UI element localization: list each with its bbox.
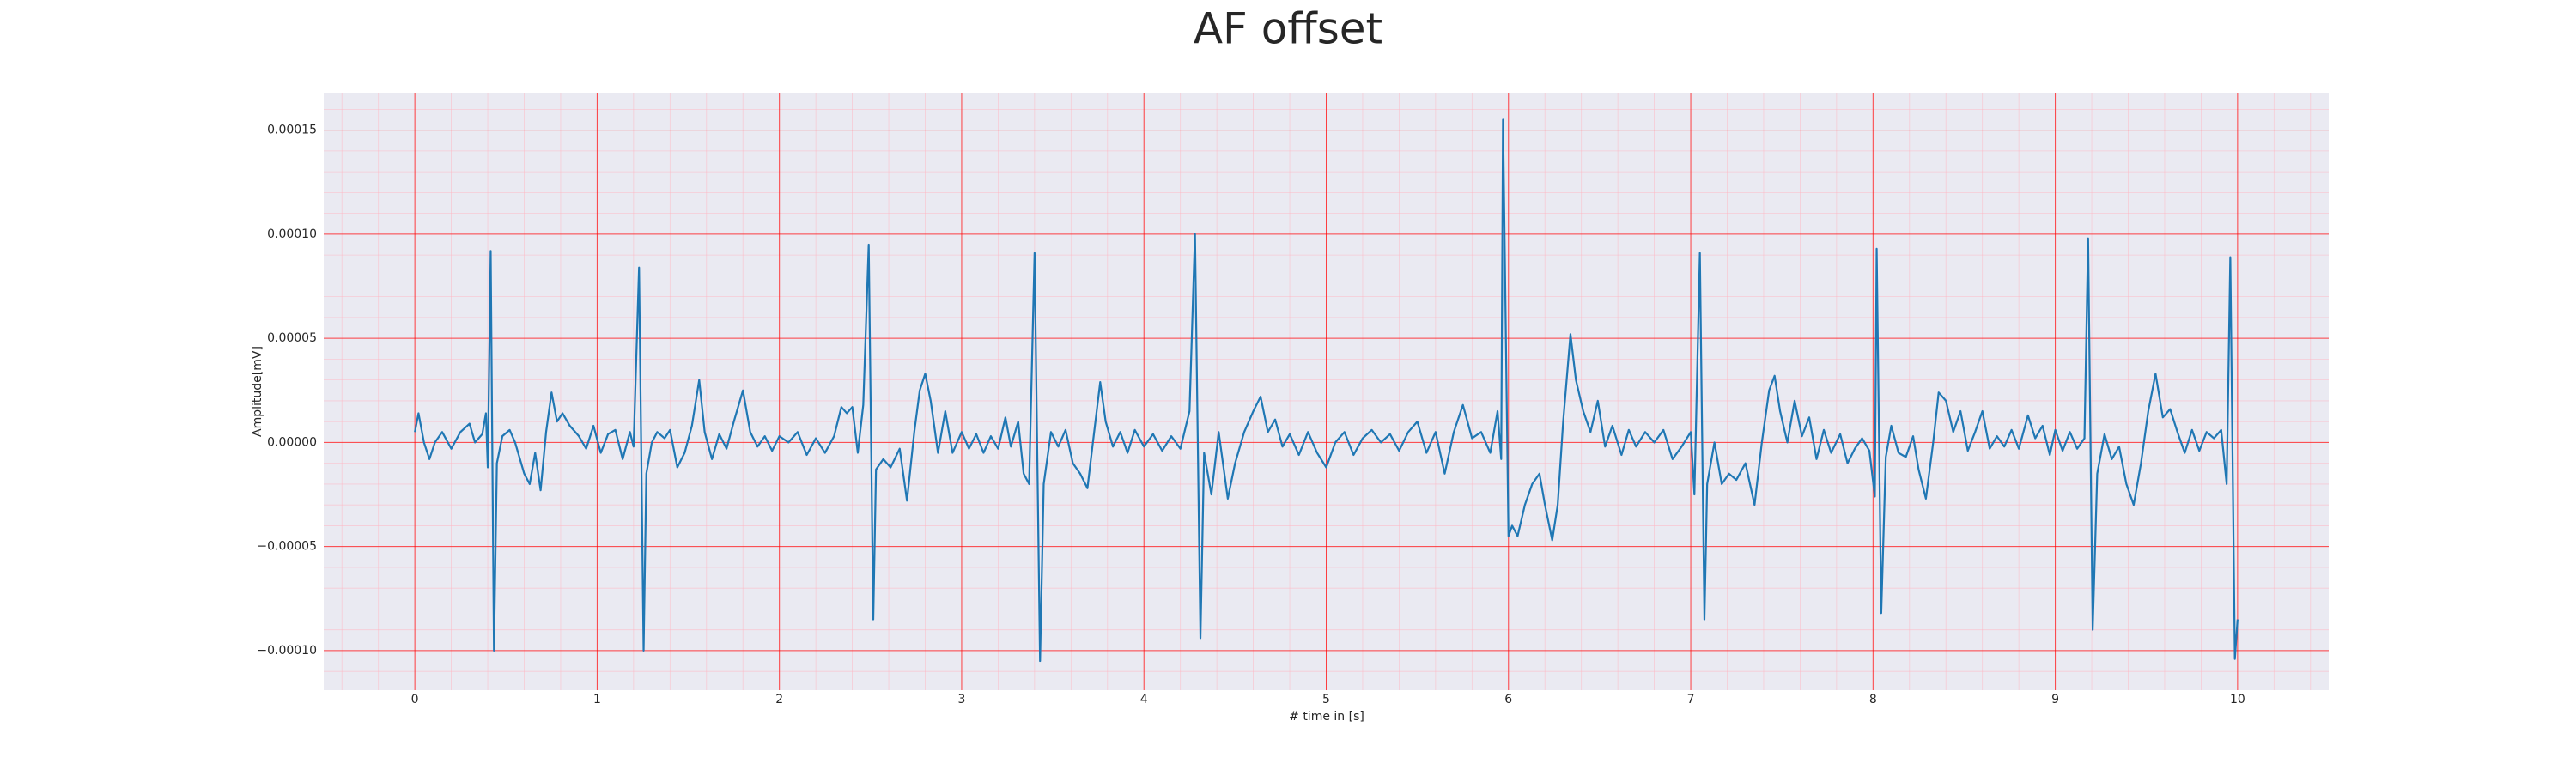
y-tick-label: 0.00015 xyxy=(267,124,317,137)
y-axis-label: Amplitude[mV] xyxy=(251,346,264,437)
x-tick-label: 5 xyxy=(1322,693,1330,706)
x-axis-label: # time in [s] xyxy=(1289,710,1364,724)
x-tick-label: 0 xyxy=(411,693,419,706)
x-tick-label: 2 xyxy=(775,693,783,706)
y-tick-label: 0.00005 xyxy=(267,331,317,345)
x-tick-label: 3 xyxy=(957,693,965,706)
y-tick-label: 0.00000 xyxy=(267,435,317,449)
x-tick-label: 6 xyxy=(1504,693,1512,706)
chart-title: AF offset xyxy=(1194,4,1382,54)
x-tick-label: 7 xyxy=(1687,693,1695,706)
x-tick-label: 10 xyxy=(2230,693,2245,706)
data-line xyxy=(414,118,2239,663)
y-tick-label: 0.00010 xyxy=(267,227,317,241)
x-tick-label: 1 xyxy=(593,693,601,706)
x-tick-label: 4 xyxy=(1140,693,1148,706)
x-tick-label: 8 xyxy=(1869,693,1877,706)
x-tick-label: 9 xyxy=(2051,693,2059,706)
y-tick-label: −0.00010 xyxy=(257,644,317,658)
y-tick-label: −0.00005 xyxy=(257,540,317,554)
